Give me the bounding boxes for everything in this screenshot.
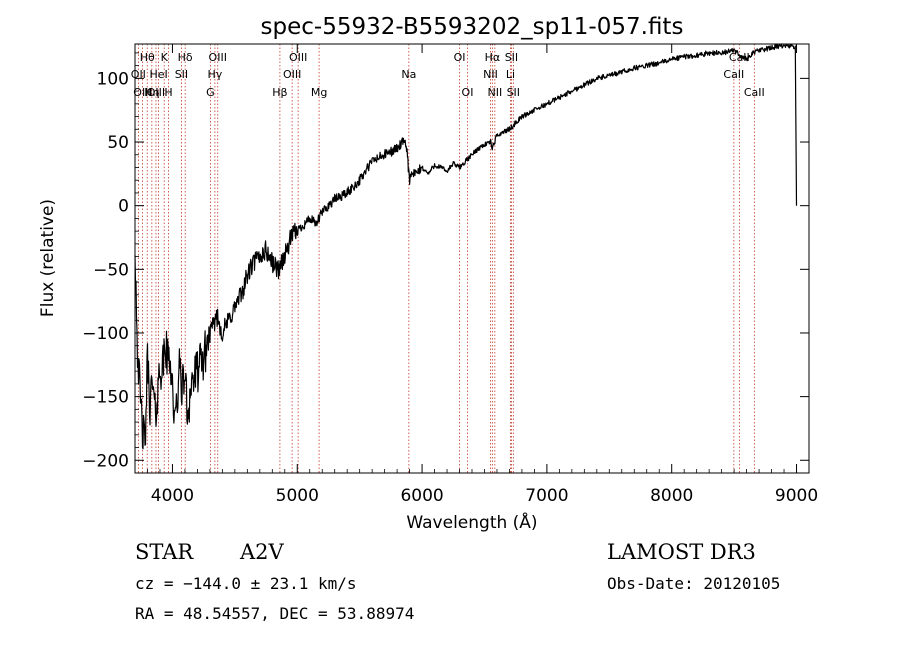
line-label: Li (506, 68, 515, 81)
line-label: Hγ (207, 68, 222, 81)
x-axis-label: Wavelength (Å) (406, 511, 537, 533)
x-tick-label: 9000 (775, 486, 818, 506)
line-label: G (206, 86, 215, 99)
y-tick-label: 50 (107, 133, 129, 153)
line-label: Hη (144, 86, 159, 99)
line-label: Hβ (272, 86, 287, 99)
line-label: Na (401, 68, 416, 81)
x-tick-label: 6000 (400, 486, 443, 506)
chart-title: spec-55932-B5593202_sp11-057.fits (261, 14, 684, 40)
y-tick-label: −50 (93, 260, 129, 280)
line-label: Hδ (178, 51, 193, 64)
line-label: OIII (133, 86, 151, 99)
spectral-subclass: A2V (240, 540, 284, 564)
coordinates-readout: RA = 48.54557, DEC = 53.88974 (135, 604, 415, 623)
object-class: STAR (135, 540, 194, 564)
line-label: H (164, 86, 172, 99)
spectrum-line (134, 43, 798, 450)
line-label: Hα (485, 51, 501, 64)
emission-line-labels: OIIOIIIHθHηOIIIHeIKHSIIHδGHγOIIIHβOIIIOI… (131, 51, 765, 99)
line-label: OIII (147, 86, 165, 99)
line-label: Mg (311, 86, 327, 99)
line-label: NII (483, 68, 498, 81)
x-tick-label: 5000 (276, 486, 319, 506)
line-label: CaII (723, 68, 744, 81)
line-label: CaII (744, 86, 765, 99)
y-tick-label: 0 (118, 197, 129, 217)
emission-line-markers (137, 44, 755, 473)
line-label: K (161, 51, 169, 64)
axis-ticks: 4000 5000 6000 7000 8000 9000 −200 −150 −100 −50 0… (82, 44, 818, 506)
y-tick-label: −150 (82, 388, 129, 408)
survey-name: LAMOST DR3 (607, 540, 756, 564)
x-tick-label: 8000 (650, 486, 693, 506)
line-label: OIII (289, 51, 307, 64)
line-label: SII (507, 86, 520, 99)
line-label: CaII (729, 51, 750, 64)
y-tick-label: −100 (82, 324, 129, 344)
x-tick-label: 7000 (525, 486, 568, 506)
redshift-readout: cz = −144.0 ± 23.1 km/s (135, 574, 357, 593)
line-label: Hθ (140, 51, 155, 64)
line-label: OII (131, 68, 146, 81)
line-label: OIII (283, 68, 301, 81)
x-tick-label: 4000 (151, 486, 194, 506)
y-tick-label: −200 (82, 451, 129, 471)
line-label: OIII (209, 51, 227, 64)
line-label: HeI (149, 68, 167, 81)
line-label: SII (505, 51, 518, 64)
line-label: NII (487, 86, 502, 99)
line-label: OI (454, 51, 466, 64)
plot-frame (134, 43, 810, 474)
line-label: SII (175, 68, 188, 81)
line-label: OI (462, 86, 474, 99)
y-tick-label: 100 (97, 69, 129, 89)
y-axis-label: Flux (relative) (38, 199, 58, 317)
observation-date: Obs-Date: 20120105 (607, 574, 781, 593)
